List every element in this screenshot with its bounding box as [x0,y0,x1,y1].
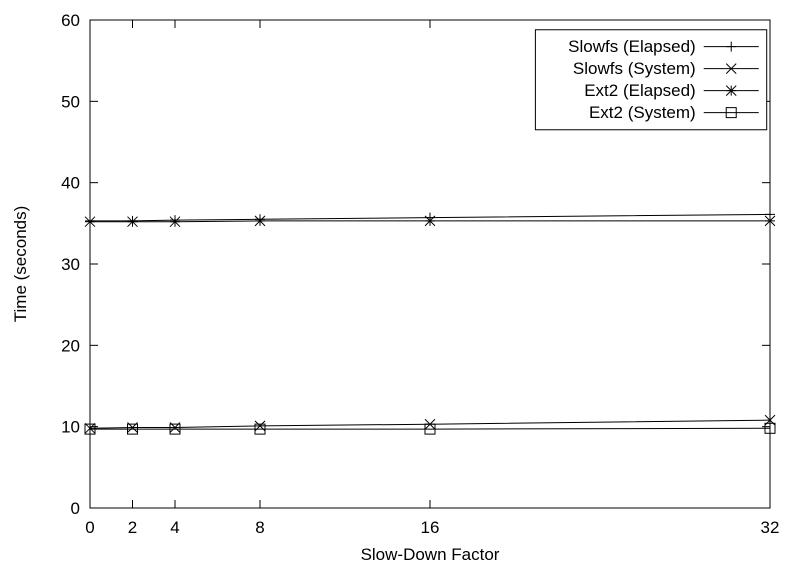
x-axis-label: Slow-Down Factor [361,545,500,564]
x-tick-label: 4 [170,518,179,537]
y-axis-label: Time (seconds) [11,206,30,323]
x-tick-label: 2 [128,518,137,537]
x-tick-label: 8 [255,518,264,537]
y-tick-label: 30 [61,255,80,274]
y-tick-label: 0 [71,499,80,518]
legend-label-0: Slowfs (Elapsed) [568,37,696,56]
y-tick-label: 20 [61,336,80,355]
legend-label-2: Ext2 (Elapsed) [584,81,696,100]
legend-label-3: Ext2 (System) [589,103,696,122]
y-tick-label: 40 [61,174,80,193]
x-tick-label: 32 [761,518,780,537]
y-tick-label: 10 [61,418,80,437]
chart-container: 0 2 4 8 16 32 0 10 20 30 40 50 60 Slow-Down Factor Tim… [0,0,800,578]
y-tick-label: 50 [61,92,80,111]
y-tick-label: 60 [61,11,80,30]
x-tick-label: 0 [85,518,94,537]
x-tick-label: 16 [421,518,440,537]
legend-label-1: Slowfs (System) [573,59,696,78]
line-chart: 0 2 4 8 16 32 0 10 20 30 40 50 60 Slow-Down Factor Tim… [0,0,800,578]
